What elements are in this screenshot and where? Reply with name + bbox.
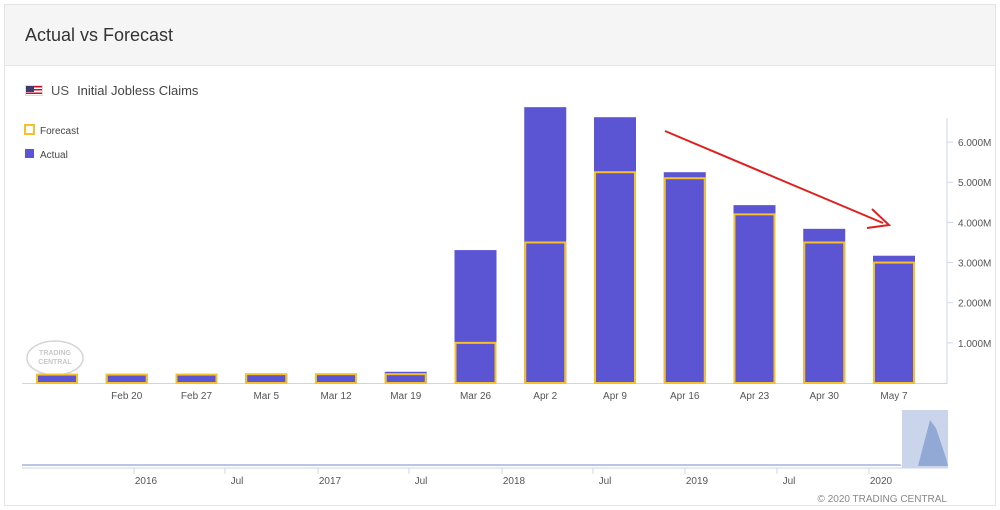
x-tick-label: Apr 2 [533, 391, 557, 402]
navigator-tick-label: 2018 [503, 476, 526, 487]
actual-bar[interactable] [803, 228, 846, 383]
forecast-bar[interactable] [733, 213, 776, 384]
trend-arrow [664, 130, 884, 224]
actual-bar[interactable] [873, 255, 915, 383]
card-header: Actual vs Forecast [5, 5, 995, 66]
x-tick-label: Apr 23 [740, 391, 770, 402]
navigator-zoom-series [904, 420, 948, 466]
forecast-bar[interactable] [594, 171, 636, 384]
navigator-tick-label: 2019 [686, 476, 709, 487]
y-tick-label: 5.000M [958, 178, 991, 189]
x-tick-label: Mar 5 [253, 391, 279, 402]
navigator-series [22, 464, 902, 466]
forecast-bar[interactable] [663, 177, 706, 384]
indicator-subheader: US Initial Jobless Claims [25, 81, 198, 99]
x-tick-label: Mar 26 [460, 391, 492, 402]
country-code: US [51, 82, 70, 98]
us-flag-icon [25, 84, 43, 96]
x-tick-label: Apr 16 [670, 391, 700, 402]
navigator-tick-label: 2017 [319, 476, 342, 487]
forecast-bar[interactable] [524, 241, 567, 384]
actual-bar[interactable] [524, 107, 567, 383]
actual-bar[interactable] [245, 374, 288, 383]
forecast-bar[interactable] [454, 341, 497, 384]
forecast-bar[interactable] [245, 373, 288, 384]
x-tick-label: Apr 9 [603, 391, 627, 402]
x-tick-label: Mar 19 [390, 391, 422, 402]
forecast-bar[interactable] [315, 373, 357, 384]
watermark-text: CENTRAL [38, 359, 72, 366]
actual-bar[interactable] [36, 374, 78, 383]
navigator-background [22, 410, 948, 468]
legend-forecast-swatch[interactable] [24, 124, 35, 135]
navigator-tick-label: Jul [783, 476, 796, 487]
forecast-bar[interactable] [105, 373, 148, 384]
actual-bar[interactable] [105, 374, 148, 383]
x-tick-label: May 7 [880, 391, 908, 402]
watermark-text: TRADING [39, 350, 71, 357]
navigator-tick-label: Jul [231, 476, 244, 487]
actual-bar[interactable] [733, 205, 776, 383]
x-tick-label: Feb 27 [181, 391, 213, 402]
indicator-name: Initial Jobless Claims [77, 82, 199, 98]
legend-actual-swatch[interactable] [25, 149, 34, 158]
forecast-bar[interactable] [873, 261, 915, 384]
trend-arrow-head [866, 208, 892, 229]
legend-forecast-label: Forecast [40, 126, 79, 137]
legend-actual-label: Actual [40, 150, 68, 161]
card-title: Actual vs Forecast [25, 25, 174, 45]
x-tick-label: Apr 30 [810, 391, 840, 402]
forecast-bar[interactable] [175, 373, 218, 384]
y-tick-label: 3.000M [958, 259, 991, 270]
x-tick-label: Mar 12 [320, 391, 352, 402]
actual-bar[interactable] [454, 250, 497, 383]
actual-bar[interactable] [663, 172, 706, 383]
y-tick-label: 2.000M [958, 299, 991, 310]
y-tick-label: 1.000M [958, 339, 991, 350]
y-tick-label: 6.000M [958, 138, 991, 149]
actual-bar[interactable] [594, 117, 636, 384]
y-tick-label: 4.000M [958, 218, 991, 229]
actual-bar[interactable] [384, 371, 427, 383]
actual-bar[interactable] [315, 374, 357, 383]
copyright-text: © 2020 TRADING CENTRAL [818, 494, 948, 505]
watermark-logo [26, 340, 84, 376]
navigator-tick-label: Jul [599, 476, 612, 487]
navigator-tick-label: 2020 [870, 476, 893, 487]
forecast-bar[interactable] [384, 373, 427, 384]
forecast-bar[interactable] [803, 241, 846, 384]
actual-bar[interactable] [175, 374, 218, 383]
x-tick-label: Feb 20 [111, 391, 143, 402]
navigator-tick-label: 2016 [135, 476, 158, 487]
forecast-bar[interactable] [36, 373, 78, 384]
navigator-tick-label: Jul [415, 476, 428, 487]
